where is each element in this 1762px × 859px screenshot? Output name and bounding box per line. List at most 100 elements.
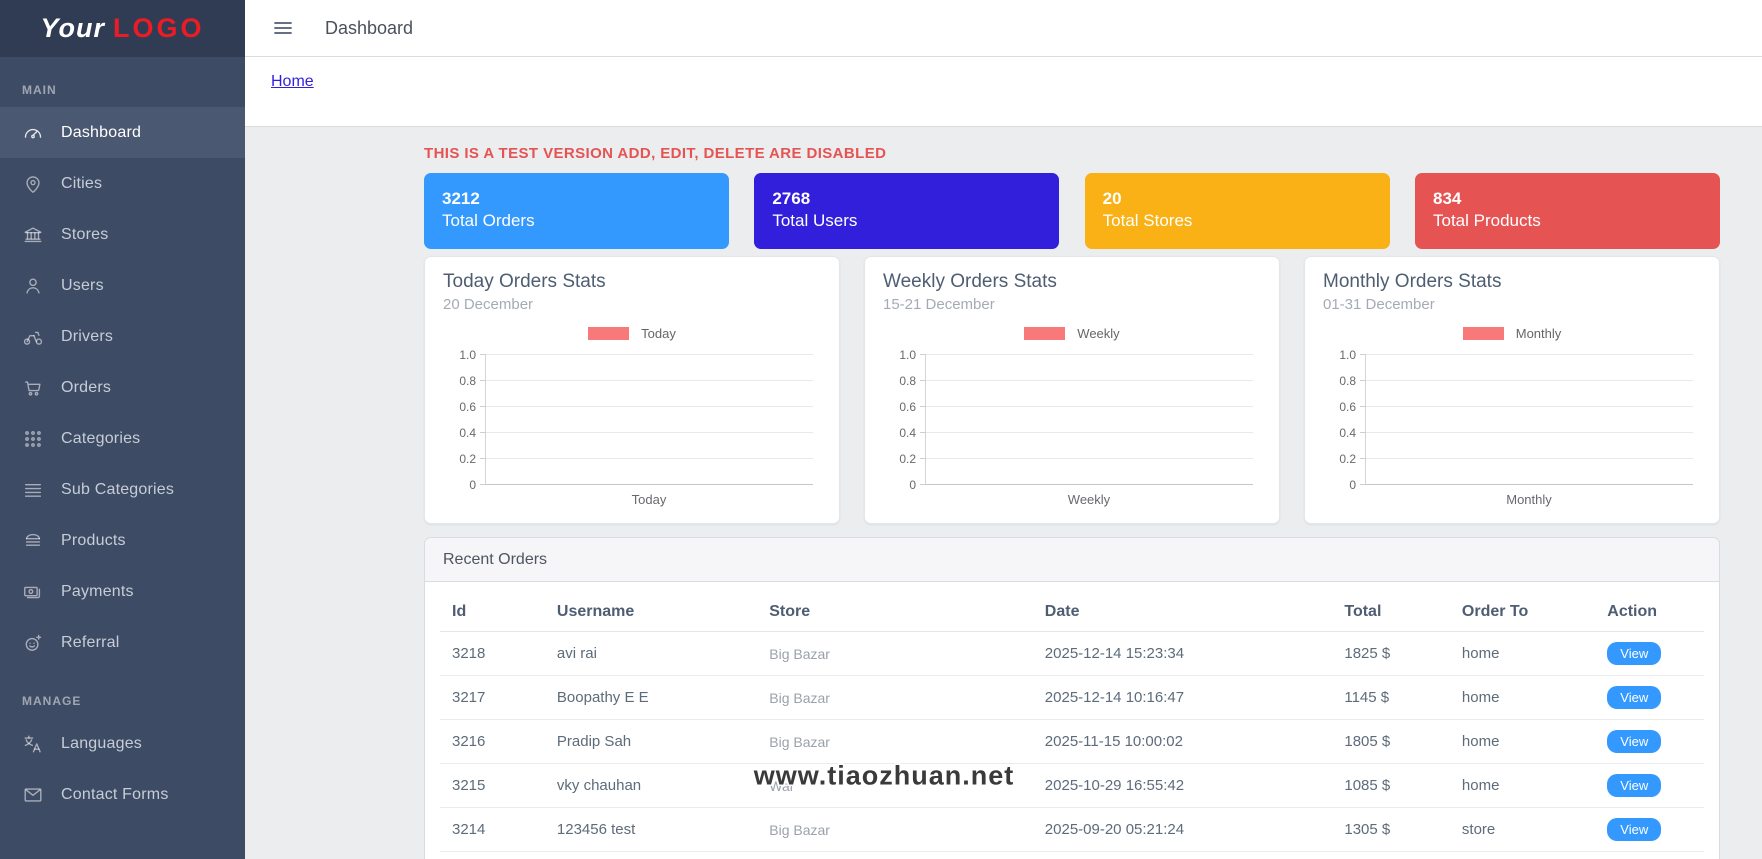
cell-username: Pradip Sah [544, 719, 758, 764]
sidebar-item-orders[interactable]: Orders [0, 362, 245, 413]
sidebar-toggle-icon[interactable] [271, 16, 295, 40]
y-tick: 0.2 [459, 452, 476, 466]
view-button[interactable]: View [1607, 818, 1662, 841]
location-pin-icon [22, 173, 44, 195]
sidebar-item-label: Payments [61, 582, 134, 600]
speedometer-icon [22, 122, 44, 144]
list-lines-icon [22, 479, 44, 501]
column-header-id: Id [440, 593, 545, 632]
recent-orders-table: Id Username Store Date Total Order To Ac… [440, 593, 1704, 859]
y-tick: 1.0 [899, 348, 916, 362]
column-header-action: Action [1595, 593, 1704, 632]
cash-icon [22, 581, 44, 603]
cell-date: 2025-12-14 10:16:47 [1032, 675, 1333, 720]
cell-store: Big Bazar [757, 631, 1033, 676]
scooter-icon [22, 326, 44, 348]
cell-store: Wal [757, 763, 1033, 808]
sidebar: Your LOGO MAIN Dashboard Cities Stores U… [0, 0, 245, 859]
chart-subtitle: 01-31 December [1323, 296, 1435, 313]
cell-total: 1305 $ [1332, 807, 1450, 852]
stat-label: Total Users [772, 211, 858, 230]
table-row: 3213 123456 test Big Bazar 2025-09-20 05… [440, 851, 1704, 859]
sidebar-item-payments[interactable]: Payments [0, 566, 245, 617]
view-button[interactable]: View [1607, 730, 1662, 753]
sidebar-item-label: Products [61, 531, 126, 549]
cell-username: avi rai [544, 631, 758, 676]
x-axis-label: Monthly [1506, 492, 1552, 507]
chart-title: Weekly Orders Stats [883, 271, 1057, 292]
chart-subtitle: 15-21 December [883, 296, 995, 313]
sidebar-item-languages[interactable]: Languages [0, 718, 245, 769]
sidebar-item-label: Categories [61, 429, 141, 447]
y-tick: 1.0 [459, 348, 476, 362]
cell-order-to: store [1449, 851, 1596, 859]
y-tick: 0 [909, 478, 916, 492]
translate-icon [22, 733, 44, 755]
cell-total: 2105 $ [1332, 851, 1450, 859]
cell-username: vky chauhan [544, 763, 758, 808]
cell-id: 3217 [440, 675, 545, 720]
sidebar-item-drivers[interactable]: Drivers [0, 311, 245, 362]
stat-value: 20 [1102, 189, 1122, 208]
breadcrumb: Home [245, 57, 1762, 127]
cell-date: 2025-09-20 05:09:42 [1032, 851, 1333, 859]
stat-card-total-orders: 3212 Total Orders [424, 173, 729, 249]
site-watermark: www.tiaozhuan.net [753, 760, 1015, 791]
brand-logo[interactable]: Your LOGO [0, 0, 245, 57]
stat-value: 3212 [442, 189, 480, 208]
y-tick: 0.6 [899, 400, 916, 414]
view-button[interactable]: View [1607, 642, 1662, 665]
sidebar-item-label: Sub Categories [61, 480, 175, 498]
column-header-username: Username [544, 593, 758, 632]
legend-swatch [1462, 327, 1504, 340]
stat-card-total-stores: 20 Total Stores [1084, 173, 1390, 249]
cell-action: View [1595, 807, 1704, 852]
chart-plot-area: 1.0 0.8 0.6 0.4 0.2 0 [459, 348, 813, 492]
sidebar-section-manage: MANAGE [22, 694, 82, 708]
sidebar-item-dashboard[interactable]: Dashboard [0, 107, 245, 158]
table-row: 3216 Pradip Sah Big Bazar 2025-11-15 10:… [440, 719, 1704, 764]
sidebar-item-contact-forms[interactable]: Contact Forms [0, 769, 245, 820]
cell-order-to: home [1449, 631, 1596, 676]
sidebar-item-referral[interactable]: Referral [0, 617, 245, 668]
sidebar-item-products[interactable]: Products [0, 515, 245, 566]
cell-date: 2025-12-14 15:23:34 [1032, 631, 1333, 676]
cell-store: Big Bazar [757, 719, 1033, 764]
chart-card-monthly: Monthly Orders Stats 01-31 December Mont… [1304, 256, 1720, 524]
breadcrumb-home-link[interactable]: Home [271, 73, 314, 90]
user-icon [22, 275, 44, 297]
legend-label: Weekly [1077, 326, 1120, 341]
view-button[interactable]: View [1607, 774, 1662, 797]
cell-store: Big Bazar [757, 807, 1033, 852]
sidebar-item-categories[interactable]: Categories [0, 413, 245, 464]
chart-title: Monthly Orders Stats [1323, 271, 1502, 292]
y-tick: 0 [469, 478, 476, 492]
y-tick: 0.4 [1339, 426, 1356, 440]
column-header-date: Date [1032, 593, 1333, 632]
view-button[interactable]: View [1607, 686, 1662, 709]
cell-action: View [1595, 763, 1704, 808]
envelope-icon [22, 784, 44, 806]
sidebar-item-stores[interactable]: Stores [0, 209, 245, 260]
top-bar: Dashboard [245, 0, 1762, 57]
chart-plot-area: 1.0 0.8 0.6 0.4 0.2 0 [899, 348, 1253, 492]
cell-username: Boopathy E E [544, 675, 758, 720]
cell-action: View [1595, 675, 1704, 720]
recent-orders-panel: Recent Orders Id Username Store Date Tot… [424, 537, 1720, 859]
grid-dots-icon [22, 428, 44, 450]
cell-order-to: store [1449, 807, 1596, 852]
y-tick: 0.2 [899, 452, 916, 466]
sidebar-item-label: Users [61, 276, 104, 294]
legend-label: Monthly [1515, 326, 1562, 341]
cell-action: View [1595, 631, 1704, 676]
column-header-order-to: Order To [1449, 593, 1596, 632]
y-tick: 0.6 [459, 400, 476, 414]
sidebar-item-cities[interactable]: Cities [0, 158, 245, 209]
sidebar-item-users[interactable]: Users [0, 260, 245, 311]
chart-card-weekly: Weekly Orders Stats 15-21 December Weekl… [864, 256, 1280, 524]
sidebar-item-sub-categories[interactable]: Sub Categories [0, 464, 245, 515]
stat-card-total-products: 834 Total Products [1414, 173, 1720, 249]
cart-icon [22, 377, 44, 399]
legend-label: Today [641, 326, 676, 341]
sidebar-item-label: Drivers [61, 327, 114, 345]
